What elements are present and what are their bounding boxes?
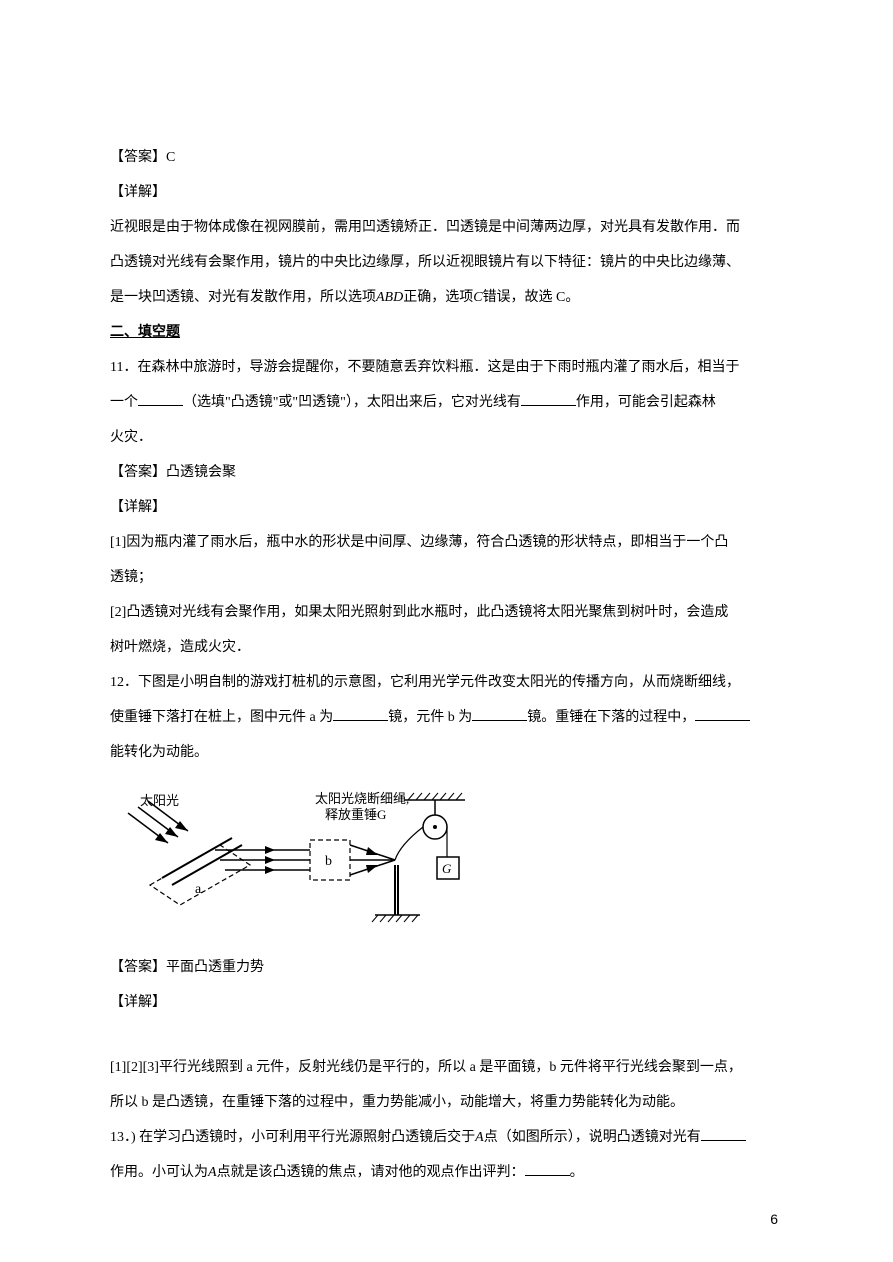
q11-l1: 11．在森林中旅游时，导游会提醒你，不要随意丢弃饮料瓶．这是由于下雨时瓶内灌了雨… (110, 350, 783, 385)
answer-label: 【答案】 (110, 465, 166, 480)
answer-label: 【答案】 (110, 150, 166, 165)
blank (521, 392, 576, 406)
blank (701, 1127, 746, 1141)
q10-d3: 是一块凹透镜、对光有发散作用，所以选项ABD正确，选项C错误，故选 C。 (110, 280, 783, 315)
q11-l3: 火灾． (110, 420, 783, 455)
q13-l1: 13．) 在学习凸透镜时，小可利用平行光源照射凸透镜后交于A点（如图所示），说明… (110, 1120, 783, 1155)
q11-d2: [2]凸透镜对光线有会聚作用，如果太阳光照射到此水瓶时，此凸透镜将太阳光聚焦到树… (110, 595, 783, 630)
q11-d1b: 透镜； (110, 560, 783, 595)
q12-l2: 使重锤下落打在桩上，图中元件 a 为镜，元件 b 为镜。重锤在下落的过程中， (110, 700, 783, 735)
section-2-header: 二、填空题 (110, 315, 783, 350)
diagram-right-label1: 太阳光烧断细绳, (315, 791, 409, 806)
blank (695, 707, 750, 721)
q11-d1: [1]因为瓶内灌了雨水后，瓶中水的形状是中间厚、边缘薄，符合凸透镜的形状特点，即… (110, 525, 783, 560)
detail-label: 【详解】 (110, 185, 166, 200)
q11-d2b: 树叶燃烧，造成火灾． (110, 630, 783, 665)
q11-answer-line: 【答案】凸透镜会聚 (110, 455, 783, 490)
detail-label-line: 【详解】 (110, 985, 783, 1020)
q12-l1: 12．下图是小明自制的游戏打桩机的示意图，它利用光学元件改变太阳光的传播方向，从… (110, 665, 783, 700)
q12-d1: [1][2][3]平行光线照到 a 元件，反射光线仍是平行的，所以 a 是平面镜… (110, 1050, 783, 1085)
diagram-a-label: a (195, 882, 202, 897)
blank (138, 392, 183, 406)
q11-answer: 凸透镜会聚 (166, 465, 236, 480)
page-number: 6 (770, 1202, 778, 1237)
detail-label: 【详解】 (110, 500, 166, 515)
q12-answer: 平面凸透重力势 (166, 960, 264, 975)
q12-l3: 能转化为动能。 (110, 735, 783, 770)
diagram-right-label2: 释放重锤G (325, 807, 386, 822)
detail-label-line: 【详解】 (110, 175, 783, 210)
q11-l2: 一个（选填"凸透镜"或"凹透镜"），太阳出来后，它对光线有作用，可能会引起森林 (110, 385, 783, 420)
q10-d2: 凸透镜对光线有会聚作用，镜片的中央比边缘厚，所以近视眼镜片有以下特征：镜片的中央… (110, 245, 783, 280)
answer-c: C (166, 150, 175, 165)
q12-answer-line: 【答案】平面凸透重力势 (110, 950, 783, 985)
diagram-sun-label: 太阳光 (140, 793, 179, 808)
answer-line: 【答案】C (110, 140, 783, 175)
blank (472, 707, 527, 721)
blank (525, 1162, 570, 1176)
q12-diagram: 太阳光 太阳光烧断细绳, 释放重锤G a b (120, 785, 480, 935)
diagram-b-label: b (325, 854, 332, 869)
detail-label-line: 【详解】 (110, 490, 783, 525)
q13-l2: 作用。小可认为A点就是该凸透镜的焦点，请对他的观点作出评判：。 (110, 1155, 783, 1190)
answer-label: 【答案】 (110, 960, 166, 975)
detail-label: 【详解】 (110, 995, 166, 1010)
q12-d1b: 所以 b 是凸透镜，在重锤下落的过程中，重力势能减小，动能增大，将重力势能转化为… (110, 1085, 783, 1120)
blank (333, 707, 388, 721)
q10-d1: 近视眼是由于物体成像在视网膜前，需用凹透镜矫正．凹透镜是中间薄两边厚，对光具有发… (110, 210, 783, 245)
diagram-g-label: G (442, 861, 452, 876)
